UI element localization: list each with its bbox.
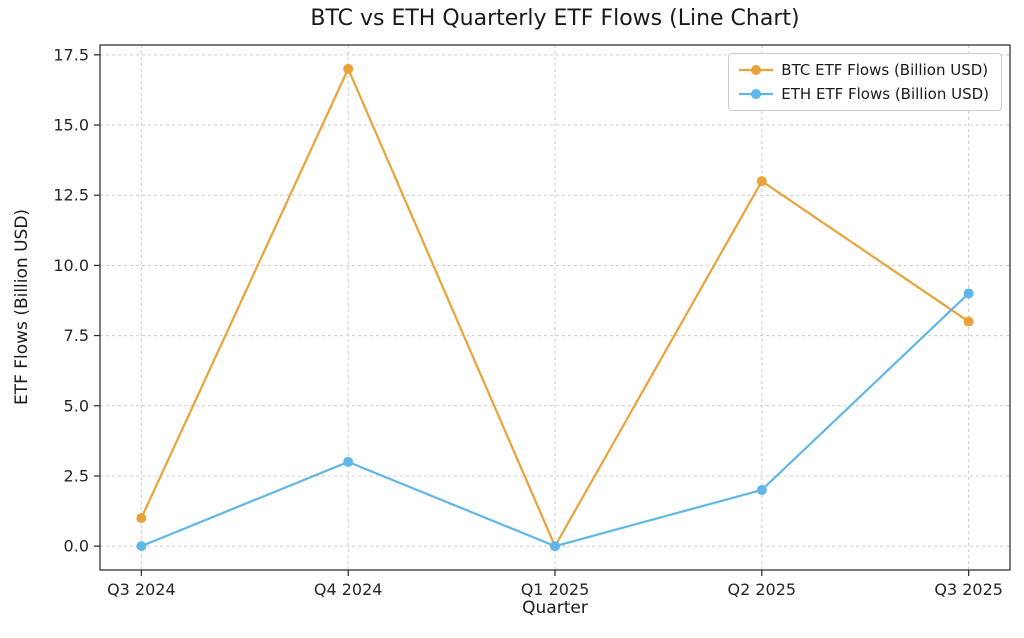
- y-tick-label: 2.5: [64, 466, 89, 485]
- legend-label-btc: BTC ETF Flows (Billion USD): [781, 61, 989, 79]
- x-tick-label: Q3 2025: [934, 580, 1003, 599]
- y-tick-label: 7.5: [64, 326, 89, 345]
- btc-line-marker-icon: [739, 65, 774, 75]
- y-tick-label: 0.0: [64, 537, 89, 556]
- x-tick-label: Q1 2025: [521, 580, 590, 599]
- btc-line: [140, 67, 970, 548]
- x-tick-label: Q3 2024: [107, 580, 176, 599]
- eth-marker: [550, 541, 560, 552]
- eth-marker: [756, 484, 767, 495]
- x-tick-label: Q4 2024: [314, 580, 383, 599]
- legend-item-btc: BTC ETF Flows (Billion USD): [739, 61, 989, 79]
- eth-line-marker-icon: [739, 89, 774, 99]
- eth-marker: [136, 541, 147, 552]
- y-tick-label: 5.0: [64, 396, 89, 415]
- y-tick-label: 15.0: [53, 116, 89, 135]
- btc-marker: [343, 63, 354, 74]
- eth-marker: [343, 456, 354, 467]
- y-tick-label: 12.5: [53, 186, 89, 205]
- legend: BTC ETF Flows (Billion USD) ETH ETF Flow…: [728, 53, 1002, 111]
- y-tick-label: 10.0: [53, 256, 89, 275]
- y-axis-label: ETF Flows (Billion USD): [12, 208, 32, 406]
- eth-marker: [963, 288, 974, 299]
- chart-title: BTC vs ETH Quarterly ETF Flows (Line Cha…: [310, 6, 800, 31]
- x-axis-label: Quarter: [522, 598, 588, 618]
- x-tick-label: Q2 2025: [728, 580, 797, 599]
- legend-item-eth: ETH ETF Flows (Billion USD): [739, 85, 989, 103]
- btc-marker: [756, 176, 767, 187]
- btc-marker: [136, 513, 147, 524]
- y-tick-label: 17.5: [53, 45, 89, 64]
- btc-marker: [963, 316, 974, 327]
- legend-label-eth: ETH ETF Flows (Billion USD): [781, 85, 989, 103]
